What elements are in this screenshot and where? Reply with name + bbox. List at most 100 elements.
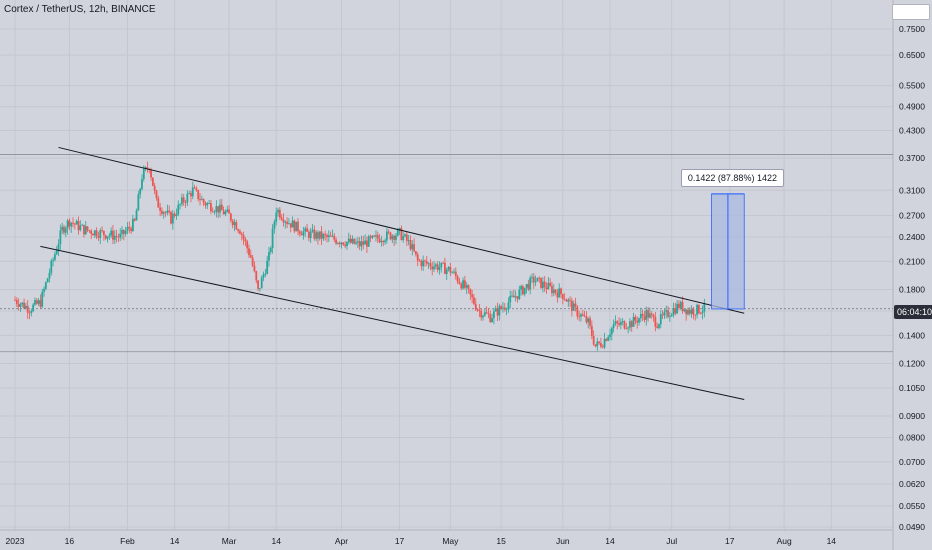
candle-body [592, 335, 595, 345]
candle-body [541, 281, 544, 288]
candle-body [255, 271, 258, 281]
candle-body [253, 265, 256, 272]
candle-body [638, 318, 640, 323]
candle-body [72, 222, 74, 224]
candle-body [685, 309, 688, 315]
candle-body [625, 328, 628, 330]
candle-body [97, 236, 100, 238]
candle-body [463, 280, 466, 288]
candle-body [344, 244, 347, 247]
candle-body [170, 212, 172, 224]
candle-body [453, 271, 455, 273]
candle-body [465, 285, 468, 288]
candle-body [678, 303, 680, 309]
candle-body [77, 220, 80, 231]
candle-body [697, 304, 700, 314]
candle-body [349, 238, 352, 243]
candle-body [351, 238, 354, 243]
y-tick-label: 0.7500 [899, 24, 925, 34]
candle-body [649, 313, 651, 318]
candle-body [197, 190, 200, 200]
candle-body [37, 300, 40, 304]
y-tick-label: 0.0550 [899, 501, 925, 511]
candle-body [291, 220, 294, 228]
candle-body [445, 269, 448, 274]
candle-body [162, 212, 165, 214]
candle-body [219, 204, 221, 213]
candle-body [554, 289, 557, 293]
candle-body [50, 260, 53, 273]
candle-body [547, 282, 550, 290]
candle-body [190, 193, 192, 197]
candle-body [206, 203, 209, 206]
candle-body [242, 235, 245, 240]
candle-body [483, 312, 486, 316]
candle-body [520, 286, 523, 290]
candle-body [104, 235, 107, 239]
candle-body [414, 251, 417, 255]
candle-body [175, 214, 178, 216]
candle-body [523, 287, 526, 295]
x-tick-label: 14 [170, 536, 180, 546]
candle-body [168, 210, 171, 213]
candle-body [84, 226, 87, 235]
candle-body [422, 260, 425, 267]
candle-body [529, 277, 532, 290]
candle-body [384, 240, 386, 243]
candle-body [364, 240, 367, 245]
candle-body [228, 209, 230, 214]
candle-body [121, 229, 123, 234]
candle-body [355, 242, 357, 244]
candle-body [346, 241, 348, 247]
candle-body [248, 248, 250, 256]
candle-body [239, 231, 241, 234]
candle-body [574, 303, 577, 307]
candle-body [41, 291, 44, 307]
y-tick-label: 0.0800 [899, 433, 925, 443]
candle-body [146, 167, 149, 170]
y-tick-label: 0.4300 [899, 126, 925, 136]
candle-body [650, 313, 653, 315]
candle-body [482, 315, 484, 318]
candle-body [647, 310, 649, 318]
candle-body [498, 306, 501, 316]
candle-body [63, 226, 65, 233]
candle-body [269, 248, 272, 253]
candle-body [68, 220, 71, 227]
candle-body [514, 296, 517, 298]
candle-body [335, 239, 337, 244]
candle-body [616, 321, 619, 324]
candle-body [471, 294, 474, 298]
y-tick-label: 0.1200 [899, 359, 925, 369]
candle-body [326, 235, 328, 238]
candle-body [342, 242, 345, 245]
candle-body [171, 213, 174, 224]
candle-body [654, 316, 657, 327]
candle-body [35, 300, 38, 304]
candle-body [338, 242, 341, 245]
candle-body [306, 228, 308, 232]
candle-body [451, 272, 454, 274]
candle-body [661, 314, 664, 316]
x-tick-label: Apr [335, 536, 348, 546]
candle-body [424, 260, 426, 262]
candle-body [376, 235, 379, 239]
candle-body [367, 236, 370, 247]
candle-body [589, 318, 591, 326]
candle-body [398, 228, 401, 230]
candle-body [556, 292, 559, 298]
x-tick-label: Feb [120, 536, 135, 546]
candle-body [164, 212, 167, 214]
candle-body [518, 289, 521, 299]
candle-body [264, 273, 267, 275]
candle-body [191, 187, 194, 197]
candle-body [193, 187, 196, 189]
candle-body [605, 338, 608, 341]
candle-body [61, 226, 64, 231]
candle-body [630, 321, 633, 327]
x-tick-label: 2023 [6, 536, 25, 546]
candle-body [46, 278, 49, 283]
candle-body [23, 302, 25, 309]
candle-body [133, 218, 136, 221]
